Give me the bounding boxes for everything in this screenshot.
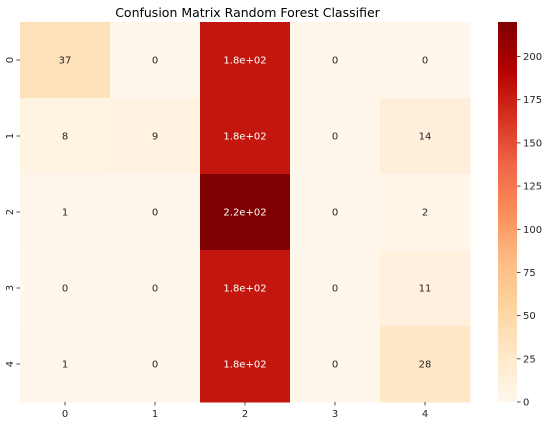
heatmap-cell-r2-c1 <box>110 174 201 251</box>
cell-annotation: 0 <box>152 56 158 67</box>
y-tick-label: 0 <box>5 57 16 63</box>
x-tick-label: 4 <box>422 409 428 420</box>
colorbar-tick-label: 75 <box>523 268 536 279</box>
x-tick-label: 3 <box>332 409 338 420</box>
cell-annotation: 8 <box>62 132 68 143</box>
cell-annotation: 0 <box>152 284 158 295</box>
heatmap-cell-r2-c2 <box>200 174 291 251</box>
cell-annotation: 1.8e+02 <box>223 360 266 371</box>
heatmap-cell-r1-c2 <box>200 98 291 175</box>
y-tick-label: 4 <box>5 361 16 367</box>
x-tick-label: 0 <box>62 409 68 420</box>
y-tick-label: 3 <box>5 285 16 291</box>
heatmap-cell-r0-c1 <box>110 22 201 99</box>
heatmap-cell-r4-c3 <box>290 326 381 403</box>
heatmap-cell-r3-c0 <box>20 250 111 327</box>
heatmap-cell-r1-c4 <box>380 98 471 175</box>
cell-annotation: 0 <box>152 360 158 371</box>
cell-annotation: 0 <box>332 56 338 67</box>
x-axis: 0 1 2 3 4 <box>62 402 428 420</box>
heatmap-cell-r1-c3 <box>290 98 381 175</box>
colorbar-tick-label: 0 <box>523 398 529 409</box>
heatmap-cell-r0-c2 <box>200 22 291 99</box>
heatmap-cell-r4-c0 <box>20 326 111 403</box>
colorbar-tick-label: 25 <box>523 354 536 365</box>
cell-annotation: 0 <box>332 132 338 143</box>
cell-annotation: 0 <box>422 56 428 67</box>
cell-annotation: 11 <box>419 284 432 295</box>
heatmap-cell-r3-c3 <box>290 250 381 327</box>
colorbar-tick-label: 200 <box>523 52 542 63</box>
colorbar-tick-label: 125 <box>523 182 542 193</box>
x-tick-label: 1 <box>152 409 158 420</box>
heatmap-cell-r4-c4 <box>380 326 471 403</box>
cell-annotation: 37 <box>59 56 72 67</box>
cell-annotation: 1.8e+02 <box>223 56 266 67</box>
cell-annotation: 1 <box>62 360 68 371</box>
heatmap-cell-r4-c2 <box>200 326 291 403</box>
cell-annotation: 1 <box>62 208 68 219</box>
colorbar-tick-label: 150 <box>523 138 542 149</box>
heatmap-cell-r0-c4 <box>380 22 471 99</box>
y-tick-label: 2 <box>5 209 16 215</box>
colorbar-gradient <box>498 22 517 402</box>
heatmap-cell-r1-c0 <box>20 98 111 175</box>
cell-annotation: 14 <box>419 132 432 143</box>
heatmap-cell-r3-c4 <box>380 250 471 327</box>
heatmap-cell-r3-c1 <box>110 250 201 327</box>
heatmap-cell-r2-c3 <box>290 174 381 251</box>
heatmap-cell-r2-c0 <box>20 174 111 251</box>
cell-annotation: 1.8e+02 <box>223 132 266 143</box>
cell-annotation: 9 <box>152 132 158 143</box>
heatmap-cell-r1-c1 <box>110 98 201 175</box>
cell-annotation: 1.8e+02 <box>223 284 266 295</box>
x-tick-label: 2 <box>242 409 248 420</box>
chart-title: Confusion Matrix Random Forest Classifie… <box>115 5 380 20</box>
cell-annotation: 2.2e+02 <box>223 208 266 219</box>
heatmap-cell-r0-c3 <box>290 22 381 99</box>
cell-annotation: 0 <box>62 284 68 295</box>
colorbar: 0 25 50 75 100 125 150 175 200 <box>498 22 542 409</box>
cell-annotation: 0 <box>332 284 338 295</box>
heatmap-cells: 37 0 1.8e+02 0 0 8 9 1.8e+02 0 14 1 0 2.2e+02 0 2 0 0 1.8… <box>20 22 471 403</box>
colorbar-tick-label: 50 <box>523 311 536 322</box>
cell-annotation: 0 <box>152 208 158 219</box>
cell-annotation: 0 <box>332 208 338 219</box>
cell-annotation: 28 <box>419 360 432 371</box>
heatmap-cell-r4-c1 <box>110 326 201 403</box>
heatmap-cell-r3-c2 <box>200 250 291 327</box>
colorbar-tick-label: 100 <box>523 225 542 236</box>
y-tick-label: 1 <box>5 133 16 139</box>
heatmap-cell-r0-c0 <box>20 22 111 99</box>
heatmap-cell-r2-c4 <box>380 174 471 251</box>
cell-annotation: 2 <box>422 208 428 219</box>
cell-annotation: 0 <box>332 360 338 371</box>
y-axis: 0 1 2 3 4 <box>5 57 20 367</box>
colorbar-tick-label: 175 <box>523 95 542 106</box>
